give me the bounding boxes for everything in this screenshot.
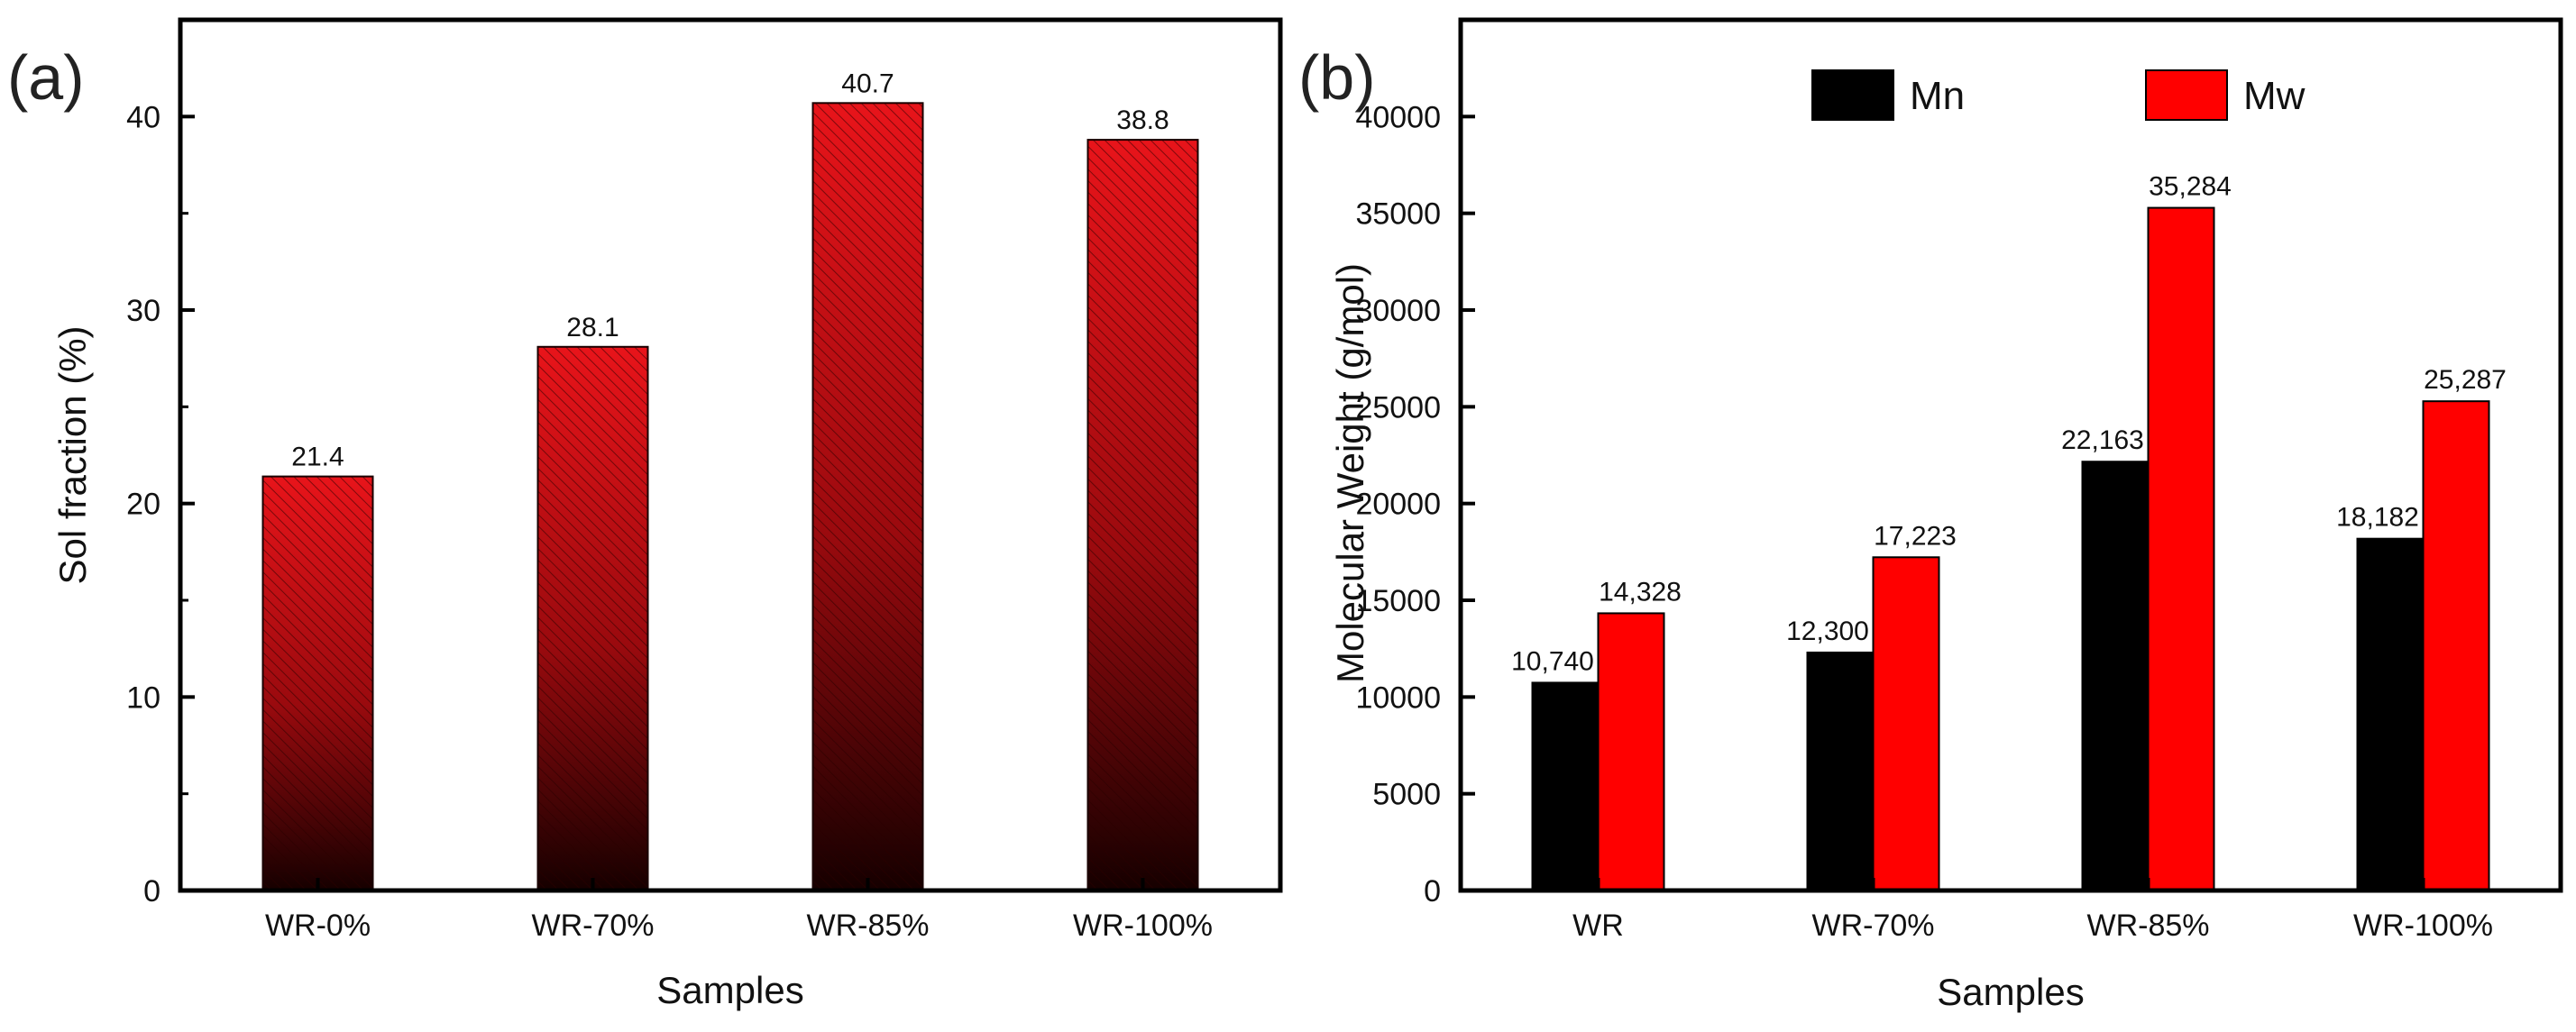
bar-b-rect xyxy=(1597,612,1665,891)
panel-b-label: (b) xyxy=(1298,42,1376,113)
x-tick-label-a: WR-100% xyxy=(1073,909,1213,943)
bar-b-mw-3: 25,287 xyxy=(2422,365,2507,891)
panel-b-x-axis-ticks: WR WR-70% WR-85% WR-100% xyxy=(1572,878,2493,943)
panel-a-bars: 21.4 28.1 40.7 38.8 xyxy=(261,68,1199,892)
y-tick-label-b: 5000 xyxy=(1372,778,1441,812)
y-tick-label-a: 10 xyxy=(126,680,160,715)
y-tick-label-b: 15000 xyxy=(1355,584,1441,618)
y-tick-label-b: 30000 xyxy=(1355,294,1441,328)
panel-b-bars: 10,740 14,328 12,300 17,223 22,163 35,284 18,1… xyxy=(1511,172,2507,892)
y-tick-label-b: 40000 xyxy=(1355,100,1441,134)
bar-b-mn-2: 22,163 xyxy=(2061,425,2150,891)
panel-a-x-axis-title: Samples xyxy=(656,969,803,1011)
x-tick-label-b: WR-70% xyxy=(1811,909,1934,943)
data-label-b: 35,284 xyxy=(2149,172,2232,202)
legend-swatch-mw xyxy=(2145,69,2228,121)
y-tick-label-a: 40 xyxy=(126,100,160,134)
bar-b-mn-0: 10,740 xyxy=(1511,646,1600,891)
bar-b-mw-1: 17,223 xyxy=(1872,521,1957,891)
panel-b-legend: Mn Mw xyxy=(1811,69,2306,121)
panel-a-y-axis-title: Sol fraction (%) xyxy=(51,325,94,584)
y-tick-label-b: 25000 xyxy=(1355,390,1441,425)
y-tick-label-a: 20 xyxy=(126,488,160,522)
legend-label-mn: Mn xyxy=(1910,74,1965,118)
data-label-a: 21.4 xyxy=(291,443,344,472)
data-label-b: 25,287 xyxy=(2424,365,2507,395)
bar-b-rect xyxy=(1806,651,1875,892)
bar-b-mn-3: 18,182 xyxy=(2336,503,2425,891)
bar-a-hatch xyxy=(1086,139,1199,892)
x-tick-label-a: WR-70% xyxy=(531,909,654,943)
bar-b-rect xyxy=(1531,681,1600,891)
y-tick-label-b: 0 xyxy=(1424,874,1441,909)
bar-a-3: 38.8 xyxy=(1086,105,1199,892)
bar-b-mn-1: 12,300 xyxy=(1786,616,1875,892)
panel-a-y-axis-ticks: 0 10 20 30 40 xyxy=(126,100,195,909)
bar-a-0: 21.4 xyxy=(261,443,374,891)
panel-b-y-axis-title: Molecular Weight (g/mol) xyxy=(1329,263,1371,683)
panel-b-frame xyxy=(1458,17,2563,893)
panel-a-x-axis-ticks: WR-0% WR-70% WR-85% WR-100% xyxy=(265,878,1213,943)
panel-b-y-axis-ticks: 0 5000 10000 15000 20000 25000 30000 35000 40000 xyxy=(1355,100,1475,909)
y-tick-label-a: 0 xyxy=(143,874,160,909)
panel-a: (a) 21.4 28.1 40.7 38.8 0 10 20 30 40 WR-0% WR-7… xyxy=(7,17,1283,1011)
y-tick-label-b: 20000 xyxy=(1355,488,1441,522)
data-label-a: 40.7 xyxy=(841,68,894,98)
data-label-b: 22,163 xyxy=(2061,425,2144,455)
data-label-b: 17,223 xyxy=(1874,521,1957,551)
panel-a-frame xyxy=(178,17,1283,893)
bar-b-rect xyxy=(2147,206,2215,891)
x-tick-label-b: WR-85% xyxy=(2086,909,2209,943)
bar-b-rect xyxy=(2081,461,2150,891)
data-label-b: 14,328 xyxy=(1599,577,1682,607)
bar-a-hatch xyxy=(536,345,649,891)
data-label-b: 10,740 xyxy=(1511,646,1594,676)
x-tick-label-b: WR-100% xyxy=(2353,909,2493,943)
bar-a-2: 40.7 xyxy=(811,68,924,892)
data-label-b: 12,300 xyxy=(1786,616,1869,646)
bar-b-mw-0: 14,328 xyxy=(1597,577,1682,891)
x-tick-label-b: WR xyxy=(1572,909,1624,943)
bar-a-hatch xyxy=(261,475,374,891)
x-tick-label-a: WR-85% xyxy=(806,909,929,943)
panel-a-label: (a) xyxy=(7,42,85,113)
y-tick-label-b: 35000 xyxy=(1355,197,1441,232)
bar-a-hatch xyxy=(811,102,924,892)
bar-b-rect xyxy=(2422,400,2490,891)
bar-b-rect xyxy=(2356,537,2425,891)
panel-b-x-axis-title: Samples xyxy=(1937,971,2084,1013)
bar-a-1: 28.1 xyxy=(536,313,649,891)
data-label-a: 28.1 xyxy=(566,313,619,342)
data-label-b: 18,182 xyxy=(2336,503,2419,533)
legend-label-mw: Mw xyxy=(2243,74,2306,118)
panel-b: (b) 10,740 14,328 12,300 17,223 22,163 35,284… xyxy=(1298,17,2563,1013)
y-tick-label-a: 30 xyxy=(126,294,160,328)
data-label-a: 38.8 xyxy=(1116,105,1169,135)
x-tick-label-a: WR-0% xyxy=(265,909,371,943)
bar-b-mw-2: 35,284 xyxy=(2147,172,2232,891)
y-tick-label-b: 10000 xyxy=(1355,680,1441,715)
legend-swatch-mn xyxy=(1811,69,1894,121)
bar-b-rect xyxy=(1872,556,1940,891)
